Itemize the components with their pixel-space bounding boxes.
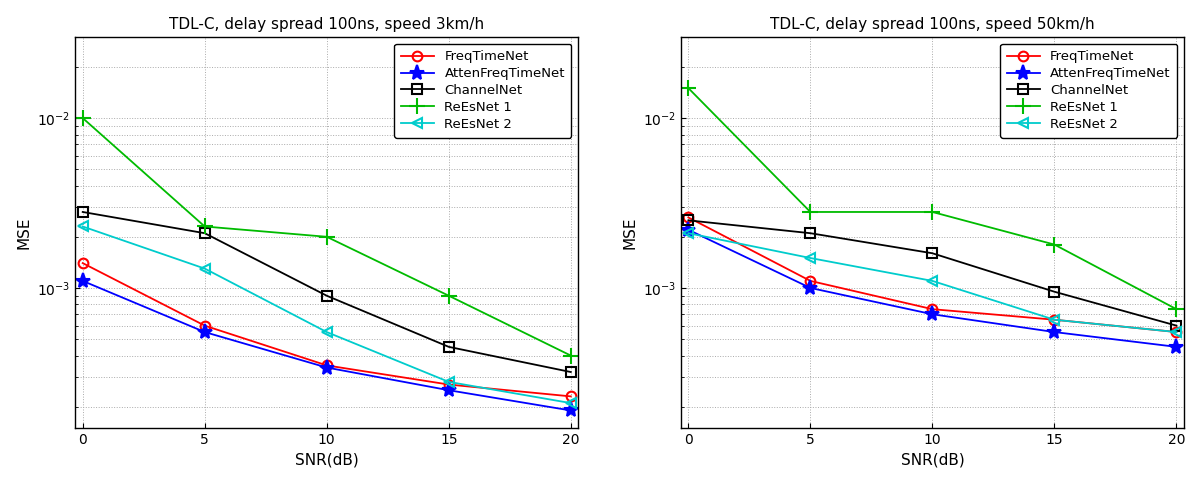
ChannelNet <box>1169 323 1184 329</box>
FreqTimeNet <box>804 278 818 284</box>
ChannelNet <box>681 217 695 223</box>
Y-axis label: MSE: MSE <box>622 216 638 249</box>
ReEsNet 1 <box>804 209 818 215</box>
AttenFreqTimeNet <box>563 408 577 413</box>
Line: ReEsNet 1: ReEsNet 1 <box>75 110 579 363</box>
AttenFreqTimeNet <box>1169 344 1184 350</box>
AttenFreqTimeNet <box>76 278 90 284</box>
FreqTimeNet <box>76 260 90 266</box>
FreqTimeNet <box>925 306 940 312</box>
Line: ReEsNet 2: ReEsNet 2 <box>78 222 575 408</box>
ReEsNet 2 <box>1169 329 1184 335</box>
X-axis label: SNR(dB): SNR(dB) <box>901 453 965 468</box>
ReEsNet 1 <box>442 293 456 299</box>
ReEsNet 2 <box>925 278 940 284</box>
ReEsNet 1 <box>320 234 334 240</box>
Line: FreqTimeNet: FreqTimeNet <box>78 258 575 401</box>
Title: TDL-C, delay spread 100ns, speed 3km/h: TDL-C, delay spread 100ns, speed 3km/h <box>170 16 485 31</box>
ReEsNet 2 <box>320 329 334 335</box>
AttenFreqTimeNet <box>1047 329 1061 335</box>
ReEsNet 1 <box>681 85 695 91</box>
FreqTimeNet <box>681 214 695 220</box>
Legend: FreqTimeNet, AttenFreqTimeNet, ChannelNet, ReEsNet 1, ReEsNet 2: FreqTimeNet, AttenFreqTimeNet, ChannelNe… <box>395 44 571 137</box>
Line: AttenFreqTimeNet: AttenFreqTimeNet <box>681 222 1184 354</box>
Line: FreqTimeNet: FreqTimeNet <box>683 212 1181 337</box>
Line: ChannelNet: ChannelNet <box>78 207 575 377</box>
X-axis label: SNR(dB): SNR(dB) <box>295 453 358 468</box>
ReEsNet 2 <box>76 224 90 229</box>
Title: TDL-C, delay spread 100ns, speed 50km/h: TDL-C, delay spread 100ns, speed 50km/h <box>770 16 1095 31</box>
ReEsNet 1 <box>1047 242 1061 247</box>
ReEsNet 1 <box>197 224 212 229</box>
FreqTimeNet <box>1047 317 1061 323</box>
ReEsNet 2 <box>681 230 695 236</box>
AttenFreqTimeNet <box>804 285 818 291</box>
Line: ReEsNet 1: ReEsNet 1 <box>681 80 1184 317</box>
Line: ReEsNet 2: ReEsNet 2 <box>683 228 1181 337</box>
AttenFreqTimeNet <box>442 387 456 393</box>
ChannelNet <box>320 293 334 299</box>
AttenFreqTimeNet <box>925 311 940 317</box>
AttenFreqTimeNet <box>197 329 212 335</box>
ChannelNet <box>804 230 818 236</box>
ChannelNet <box>197 230 212 236</box>
ReEsNet 2 <box>804 255 818 261</box>
ReEsNet 1 <box>563 353 577 359</box>
AttenFreqTimeNet <box>681 227 695 233</box>
ReEsNet 2 <box>563 400 577 406</box>
Y-axis label: MSE: MSE <box>17 216 31 249</box>
Legend: FreqTimeNet, AttenFreqTimeNet, ChannelNet, ReEsNet 1, ReEsNet 2: FreqTimeNet, AttenFreqTimeNet, ChannelNe… <box>1000 44 1178 137</box>
ChannelNet <box>442 344 456 350</box>
ReEsNet 1 <box>1169 306 1184 312</box>
ChannelNet <box>1047 289 1061 295</box>
ChannelNet <box>925 250 940 256</box>
FreqTimeNet <box>563 393 577 399</box>
FreqTimeNet <box>1169 329 1184 335</box>
AttenFreqTimeNet <box>320 364 334 370</box>
FreqTimeNet <box>442 382 456 388</box>
ChannelNet <box>76 209 90 215</box>
FreqTimeNet <box>320 363 334 368</box>
ReEsNet 2 <box>442 379 456 385</box>
FreqTimeNet <box>197 323 212 329</box>
Line: ChannelNet: ChannelNet <box>683 215 1181 331</box>
ReEsNet 1 <box>925 209 940 215</box>
ReEsNet 2 <box>1047 317 1061 323</box>
ChannelNet <box>563 369 577 375</box>
ReEsNet 1 <box>76 115 90 121</box>
ReEsNet 2 <box>197 266 212 272</box>
Line: AttenFreqTimeNet: AttenFreqTimeNet <box>75 273 579 418</box>
